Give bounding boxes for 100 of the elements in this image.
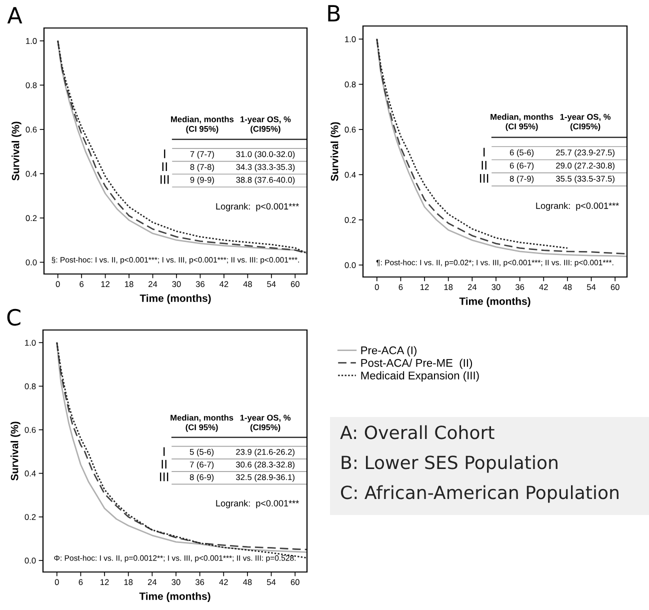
x-tick-label: 6 bbox=[78, 579, 83, 586]
annotation: 34.3 (33.3-35.3) bbox=[236, 164, 295, 172]
x-tick-label: 60 bbox=[610, 284, 620, 290]
y-axis-title: Survival (%) bbox=[10, 422, 20, 481]
annotation: I bbox=[164, 150, 166, 158]
annotation: II bbox=[162, 162, 167, 171]
x-tick-label: 54 bbox=[266, 579, 276, 586]
x-axis-title: Time (months) bbox=[139, 592, 210, 602]
annotation: 1-year OS, % (CI95%) bbox=[240, 414, 291, 432]
annotation: Logrank: p<0.001*** bbox=[216, 500, 299, 508]
chart-title: A bbox=[7, 7, 22, 24]
annotation: 8 (7-9) bbox=[510, 176, 534, 184]
x-tick-label: 18 bbox=[124, 579, 133, 586]
x-tick-label: 48 bbox=[243, 281, 252, 288]
y-tick-label: 0.0 bbox=[24, 558, 36, 564]
y-tick-label: 1.0 bbox=[345, 36, 356, 42]
x-tick-label: 36 bbox=[515, 284, 524, 290]
annotation: 35.5 (33.5-37.5) bbox=[556, 176, 614, 184]
y-tick-label: 0.0 bbox=[26, 259, 37, 266]
annotation: 31.0 (30.0-32.0) bbox=[236, 150, 295, 159]
y-tick-label: 1.0 bbox=[26, 38, 37, 44]
x-tick-label: 0 bbox=[56, 281, 60, 288]
x-tick-label: 12 bbox=[100, 579, 109, 585]
legend-label: Post-ACA/ Pre-ME (II) bbox=[361, 358, 472, 370]
annotation: 32.5 (28.9-36.1) bbox=[236, 474, 294, 482]
y-tick-label: 0.8 bbox=[344, 81, 356, 88]
y-tick-label: 0.6 bbox=[344, 126, 356, 133]
y-tick-label: 0.8 bbox=[24, 383, 36, 390]
x-tick-label: 60 bbox=[290, 579, 300, 586]
x-axis-title: Time (months) bbox=[140, 294, 211, 304]
annotation: 6 (6-7) bbox=[510, 162, 534, 170]
y-axis-title: Survival (%) bbox=[330, 122, 340, 182]
annotation: III bbox=[160, 175, 169, 184]
annotation: Logrank: p<0.001*** bbox=[536, 202, 619, 211]
x-tick-label: 54 bbox=[586, 284, 596, 290]
annotation: 7 (7-7) bbox=[190, 150, 214, 159]
legend-label: Medicaid Expansion (III) bbox=[361, 371, 479, 382]
x-tick-label: 6 bbox=[398, 284, 403, 290]
annotation: 8 (7-8) bbox=[190, 164, 214, 172]
y-tick-label: 0.6 bbox=[24, 426, 36, 433]
annotation: III bbox=[160, 472, 168, 482]
y-tick-label: 0.0 bbox=[344, 262, 356, 268]
y-axis-title: Survival (%) bbox=[12, 122, 22, 181]
annotation: 9 (9-9) bbox=[190, 176, 214, 184]
annotation: Median, months (CI 95%) bbox=[490, 114, 554, 132]
chart-title: B bbox=[328, 5, 340, 22]
x-tick-label: 36 bbox=[195, 579, 204, 586]
x-tick-label: 48 bbox=[243, 579, 252, 586]
x-tick-label: 0 bbox=[54, 579, 59, 586]
x-tick-label: 54 bbox=[267, 281, 276, 288]
x-tick-label: 30 bbox=[172, 281, 181, 288]
text: A: Overall Cohort bbox=[340, 425, 494, 440]
annotation: Median, months (CI 95%) bbox=[170, 414, 234, 432]
x-tick-label: 30 bbox=[492, 284, 500, 290]
x-tick-label: 48 bbox=[563, 284, 572, 290]
x-tick-label: 42 bbox=[219, 579, 228, 585]
x-tick-label: 42 bbox=[220, 281, 228, 287]
y-tick-label: 0.4 bbox=[26, 170, 37, 177]
x-tick-label: 12 bbox=[101, 281, 110, 287]
y-tick-label: 0.2 bbox=[344, 217, 356, 223]
x-tick-label: 6 bbox=[80, 281, 84, 288]
x-tick-label: 36 bbox=[196, 281, 204, 288]
x-tick-label: 24 bbox=[148, 281, 158, 287]
y-tick-label: 0.4 bbox=[24, 470, 36, 476]
text: C: African-American Population bbox=[341, 485, 618, 503]
annotation: 25.7 (23.9-27.5) bbox=[556, 149, 614, 158]
annotation: 29.0 (27.2-30.8) bbox=[556, 162, 614, 170]
x-tick-label: 30 bbox=[172, 579, 180, 586]
x-tick-label: 42 bbox=[539, 284, 548, 290]
x-tick-label: 12 bbox=[420, 284, 429, 290]
annotation: Logrank: p<0.001*** bbox=[216, 202, 299, 212]
x-tick-label: 0 bbox=[374, 284, 379, 290]
y-tick-label: 0.6 bbox=[26, 126, 37, 133]
y-tick-label: 0.4 bbox=[344, 172, 356, 178]
annotation: 6 (5-6) bbox=[510, 149, 534, 158]
y-tick-label: 0.8 bbox=[26, 82, 37, 88]
x-tick-label: 18 bbox=[444, 284, 453, 290]
x-tick-label: 24 bbox=[148, 579, 157, 585]
annotation: II bbox=[482, 160, 486, 170]
y-tick-label: 0.2 bbox=[26, 215, 37, 222]
annotation: I bbox=[484, 148, 485, 156]
legend-label: Pre-ACA (I) bbox=[361, 346, 416, 356]
x-axis-title: Time (months) bbox=[459, 297, 530, 307]
annotation: Median, months (CI 95%) bbox=[171, 116, 234, 134]
x-tick-label: 18 bbox=[125, 281, 134, 288]
annotation: III bbox=[480, 174, 488, 183]
annotation: I bbox=[164, 447, 165, 456]
x-tick-label: 24 bbox=[468, 284, 477, 290]
annotation: II bbox=[162, 460, 166, 469]
annotation: 7 (6-7) bbox=[190, 461, 214, 470]
x-tick-label: 60 bbox=[290, 281, 300, 288]
annotation: 38.8 (37.6-40.0) bbox=[236, 176, 295, 184]
text: B: Lower SES Population bbox=[342, 455, 558, 473]
annotation: 30.6 (28.3-32.8) bbox=[236, 461, 294, 470]
annotation: 1-year OS, % (CI95%) bbox=[560, 114, 611, 132]
annotation: 1-year OS, % (CI95%) bbox=[240, 116, 291, 134]
annotation: 8 (6-9) bbox=[190, 474, 214, 482]
annotation: 5 (5-6) bbox=[190, 448, 214, 457]
chart-title: C bbox=[7, 308, 20, 326]
y-tick-label: 0.2 bbox=[24, 514, 36, 520]
